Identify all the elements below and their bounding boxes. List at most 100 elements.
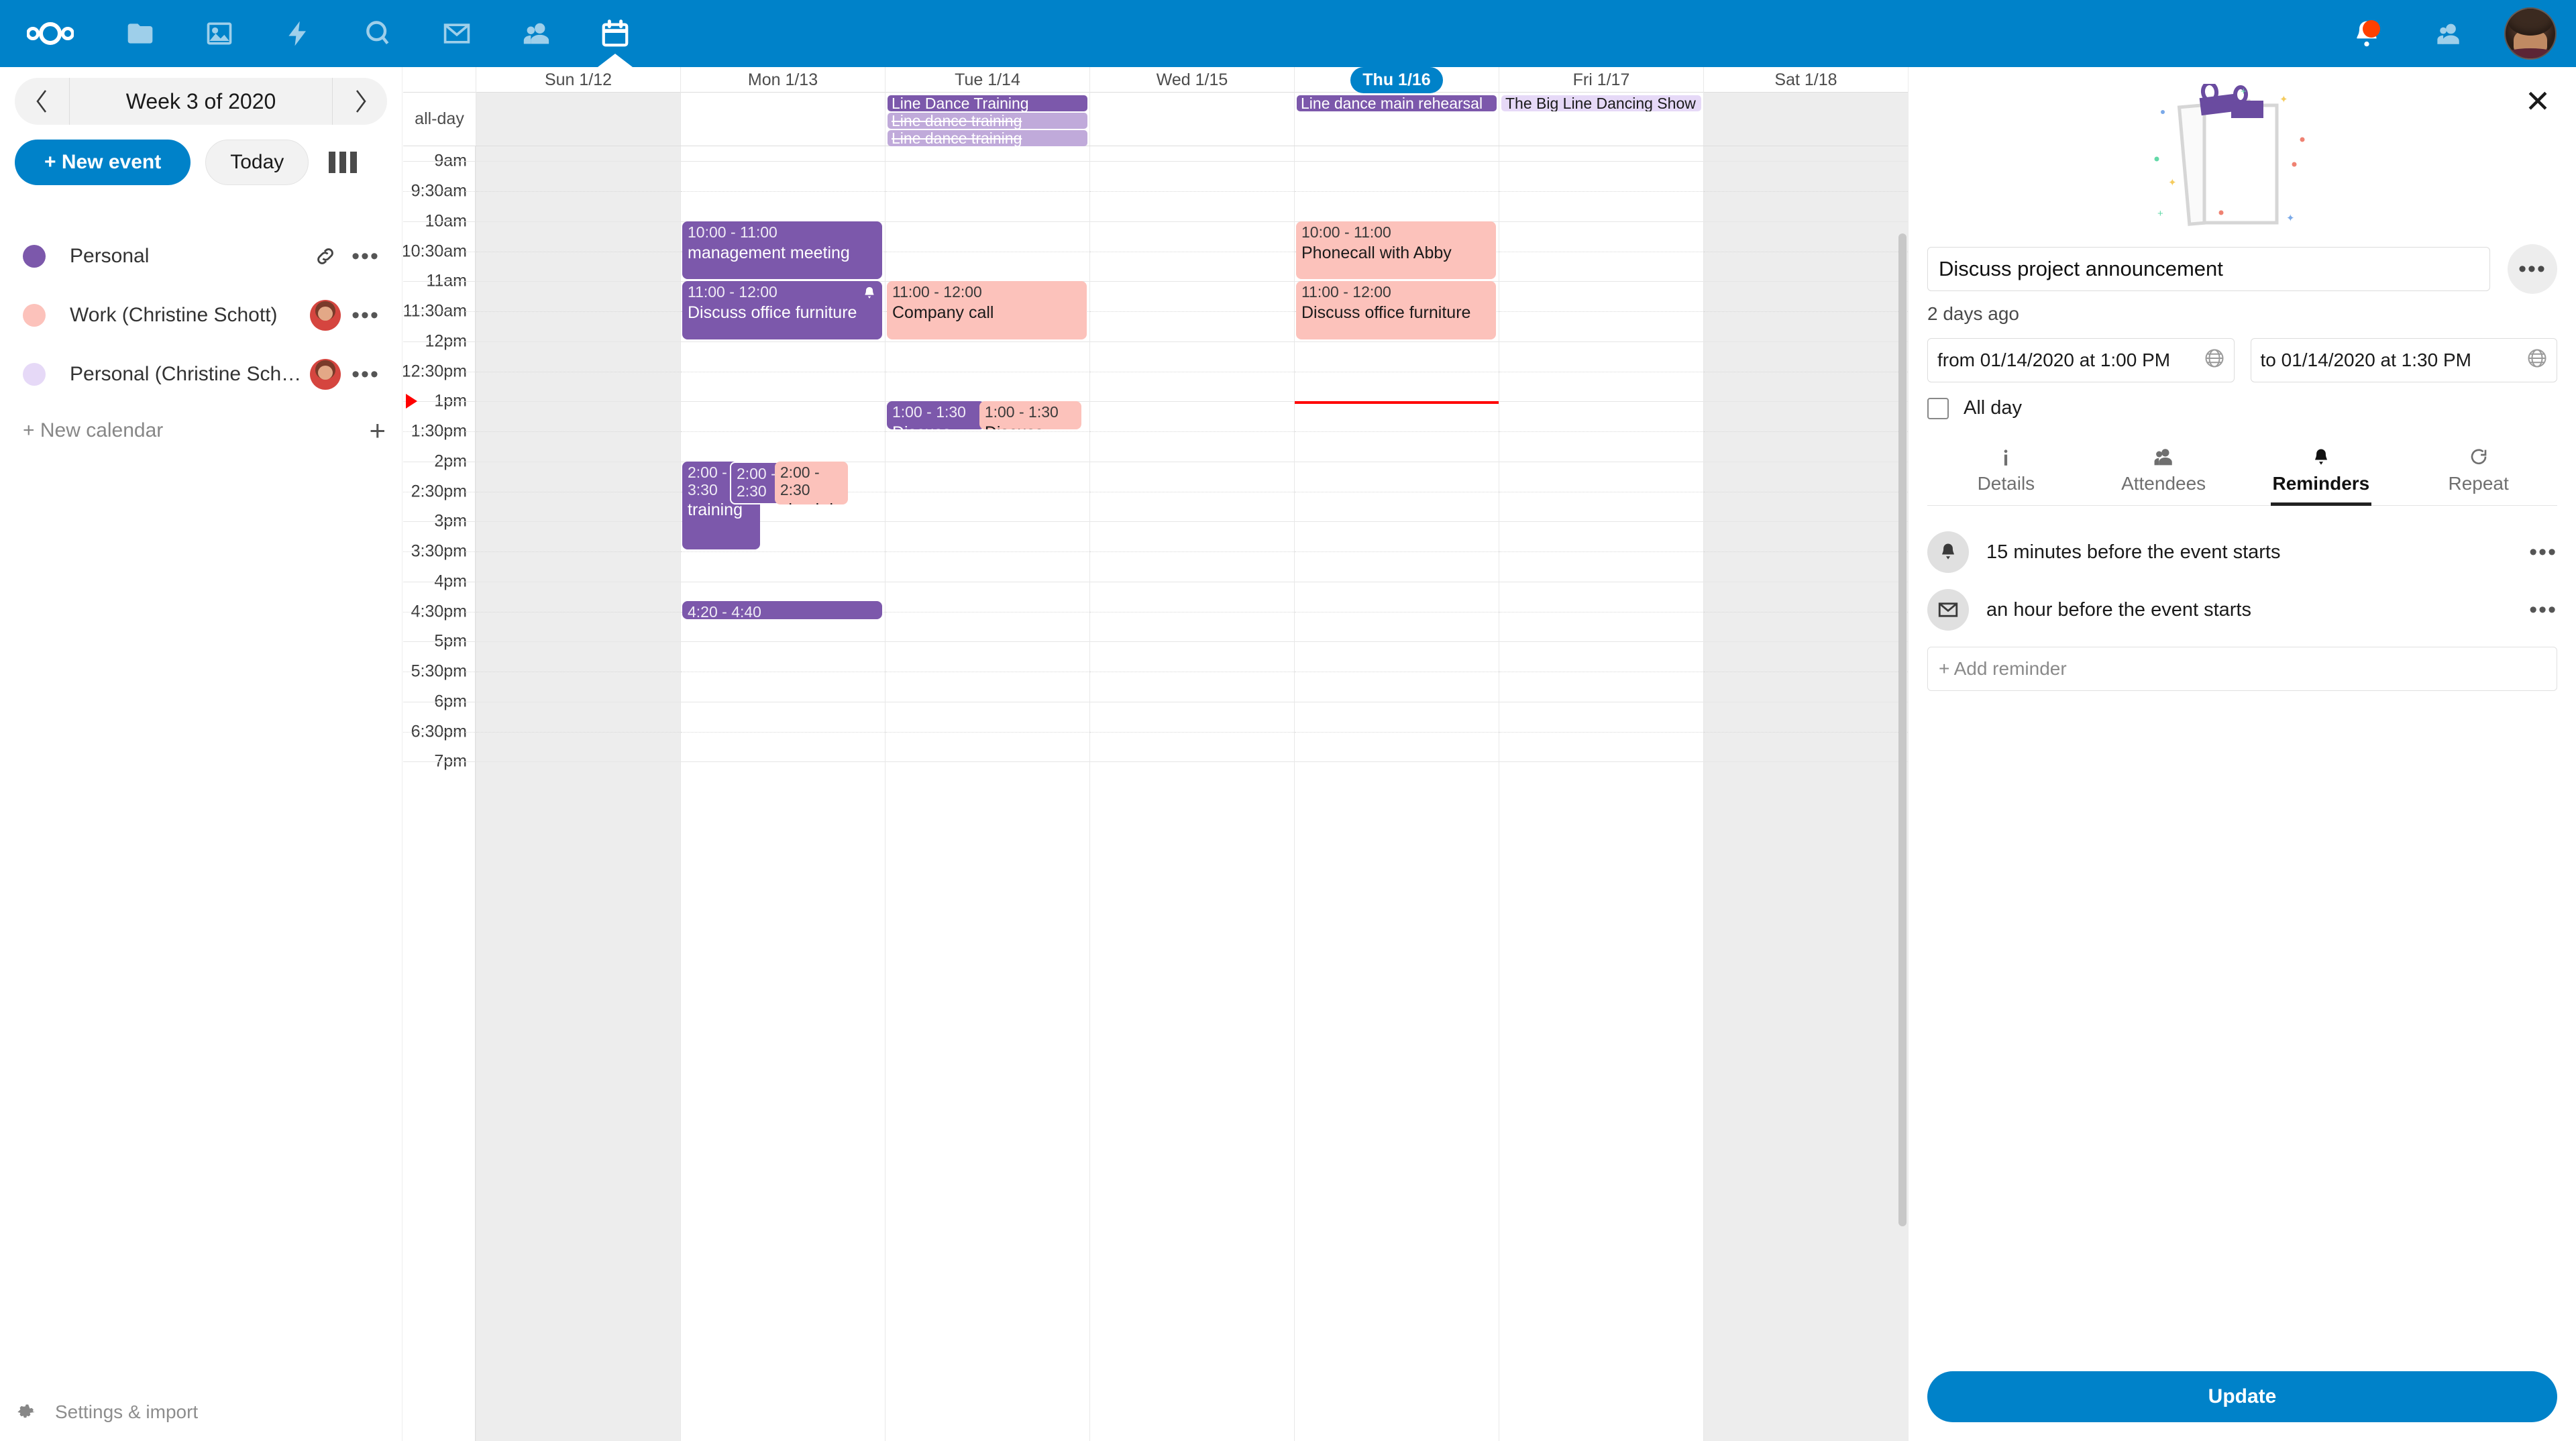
- calendar-menu-button[interactable]: •••: [352, 362, 380, 387]
- event-title-input[interactable]: [1927, 247, 2490, 291]
- contacts-menu-icon[interactable]: [2415, 0, 2482, 67]
- day-column-fri[interactable]: [1499, 146, 1703, 1441]
- all-day-event[interactable]: Line Dance Training: [888, 95, 1087, 111]
- grid-line: [1090, 311, 1294, 313]
- add-reminder-button[interactable]: + Add reminder: [1927, 647, 2557, 691]
- mail-icon[interactable]: [417, 0, 496, 67]
- all-day-cell-mon[interactable]: [680, 93, 885, 146]
- event-title: check-in: [780, 500, 843, 504]
- grid-line: [1499, 191, 1703, 193]
- gear-icon: [17, 1404, 35, 1418]
- day-column-sat[interactable]: [1703, 146, 1908, 1441]
- calendar-event[interactable]: 11:00 - 12:00 Company call: [887, 281, 1087, 339]
- share-link-icon[interactable]: [305, 245, 345, 268]
- grid-line: [1295, 521, 1499, 523]
- tab-reminders[interactable]: Reminders: [2243, 439, 2400, 506]
- all-day-cell-sun[interactable]: [476, 93, 680, 146]
- close-icon[interactable]: ✕: [2524, 84, 2551, 119]
- calendar-event[interactable]: 1:00 - 1:30 Discuss project announcement: [887, 401, 985, 430]
- day-column-tue[interactable]: 11:00 - 12:00 Company call 1:00 - 1:30 Disc…: [885, 146, 1089, 1441]
- new-event-button[interactable]: + New event: [15, 140, 191, 185]
- calendar-event[interactable]: 2:00 - 2:30 check-in: [774, 461, 849, 504]
- all-day-event[interactable]: The Big Line Dancing Show: [1501, 95, 1701, 111]
- reminder-item[interactable]: 15 minutes before the event starts •••: [1927, 523, 2557, 581]
- previous-week-button[interactable]: [15, 78, 70, 125]
- all-day-cell-thu[interactable]: Line dance main rehearsal: [1294, 93, 1499, 146]
- day-column-sun[interactable]: [476, 146, 680, 1441]
- day-header-sun[interactable]: Sun 1/12: [476, 67, 680, 93]
- day-header-wed[interactable]: Wed 1/15: [1089, 67, 1294, 93]
- calendar-event[interactable]: 10:00 - 11:00 management meeting: [682, 221, 882, 280]
- event-more-menu-button[interactable]: •••: [2508, 244, 2557, 294]
- event-start-date[interactable]: from 01/14/2020 at 1:00 PM: [1927, 338, 2235, 382]
- all-day-event[interactable]: Line dance main rehearsal: [1297, 95, 1497, 111]
- day-column-mon[interactable]: 10:00 - 11:00 management meeting 11:00 - 1…: [680, 146, 885, 1441]
- all-day-event[interactable]: Line dance training: [888, 130, 1087, 146]
- calendar-item-personal[interactable]: Personal •••: [0, 227, 402, 286]
- grid-line: [885, 221, 1089, 222]
- reminder-menu-button[interactable]: •••: [2529, 597, 2557, 623]
- today-button[interactable]: Today: [205, 140, 309, 185]
- calendar-item-work-christine-schott[interactable]: Work (Christine Schott) •••: [0, 286, 402, 345]
- columns-view-icon[interactable]: [329, 152, 358, 173]
- all-day-cell-sat[interactable]: [1703, 93, 1908, 146]
- notifications-button[interactable]: [2333, 0, 2400, 67]
- grid-line: [1704, 731, 1908, 733]
- new-calendar-button[interactable]: + New calendar +: [0, 404, 402, 458]
- calendar-menu-button[interactable]: •••: [352, 244, 380, 269]
- calendar-event[interactable]: 10:00 - 11:00 Phonecall with Abby: [1296, 221, 1496, 280]
- reminder-item[interactable]: an hour before the event starts •••: [1927, 581, 2557, 639]
- event-time: 2:00 - 2:30: [736, 464, 776, 500]
- day-header-fri[interactable]: Fri 1/17: [1499, 67, 1703, 93]
- calendar-event[interactable]: 2:00 - 3:30 training: [682, 461, 760, 550]
- globe-icon[interactable]: [2527, 348, 2547, 373]
- files-icon[interactable]: [101, 0, 180, 67]
- day-column-wed[interactable]: [1089, 146, 1294, 1441]
- time-label: 11:30am: [403, 301, 467, 321]
- grid-line: [1295, 761, 1499, 763]
- calendar-event[interactable]: 4:20 - 4:40purchasing dept: [682, 601, 882, 619]
- grid-line: [681, 641, 885, 643]
- next-week-button[interactable]: [332, 78, 387, 125]
- settings-and-import-button[interactable]: Settings & import: [0, 1383, 402, 1441]
- photos-icon[interactable]: [180, 0, 259, 67]
- tab-details[interactable]: Details: [1927, 439, 2085, 505]
- left-sidebar: Week 3 of 2020 + New event Today Persona…: [0, 67, 402, 1441]
- grid-line: [403, 761, 475, 763]
- all-day-cell-wed[interactable]: [1089, 93, 1294, 146]
- search-icon[interactable]: [338, 0, 417, 67]
- day-header-sat[interactable]: Sat 1/18: [1703, 67, 1908, 93]
- calendar-menu-button[interactable]: •••: [352, 303, 380, 328]
- day-header-thu[interactable]: Thu 1/16: [1294, 67, 1499, 93]
- grid-line: [403, 401, 475, 403]
- plus-icon[interactable]: +: [369, 415, 386, 446]
- grid-line: [681, 161, 885, 162]
- calendar-item-personal-christine-schott[interactable]: Personal (Christine Scho... •••: [0, 345, 402, 404]
- globe-icon[interactable]: [2204, 348, 2224, 373]
- all-day-cell-tue[interactable]: Line Dance Training Line dance training …: [885, 93, 1089, 146]
- event-time: 10:00 - 11:00: [688, 223, 777, 241]
- event-end-date[interactable]: to 01/14/2020 at 1:30 PM: [2250, 338, 2557, 382]
- svg-text:✦: ✦: [2168, 177, 2177, 189]
- reminder-menu-button[interactable]: •••: [2529, 539, 2557, 565]
- calendar-icon[interactable]: [576, 0, 655, 67]
- all-day-event[interactable]: Line dance training: [888, 113, 1087, 129]
- tab-repeat[interactable]: Repeat: [2400, 439, 2557, 505]
- calendar-event[interactable]: 1:00 - 1:30 Discuss project: [979, 401, 1081, 430]
- day-header-mon[interactable]: Mon 1/13: [680, 67, 885, 93]
- calendar-event[interactable]: 11:00 - 12:00 Discuss office furniture: [682, 281, 882, 339]
- nextcloud-logo[interactable]: [0, 22, 101, 45]
- all-day-cell-fri[interactable]: The Big Line Dancing Show: [1499, 93, 1703, 146]
- tab-attendees[interactable]: Attendees: [2085, 439, 2243, 505]
- day-column-thu[interactable]: 10:00 - 11:00 Phonecall with Abby 11:00 - …: [1294, 146, 1499, 1441]
- update-button[interactable]: Update: [1927, 1371, 2557, 1422]
- calendar-scrollbar[interactable]: [1898, 233, 1907, 1226]
- svg-text:✦: ✦: [2286, 213, 2295, 224]
- avatar[interactable]: [2497, 0, 2564, 67]
- day-header-tue[interactable]: Tue 1/14: [885, 67, 1089, 93]
- activity-icon[interactable]: [259, 0, 338, 67]
- contacts-icon[interactable]: [496, 0, 576, 67]
- all-day-checkbox[interactable]: [1927, 397, 1949, 419]
- calendar-event[interactable]: 11:00 - 12:00 Discuss office furniture: [1296, 281, 1496, 339]
- grid-line: [1090, 161, 1294, 162]
